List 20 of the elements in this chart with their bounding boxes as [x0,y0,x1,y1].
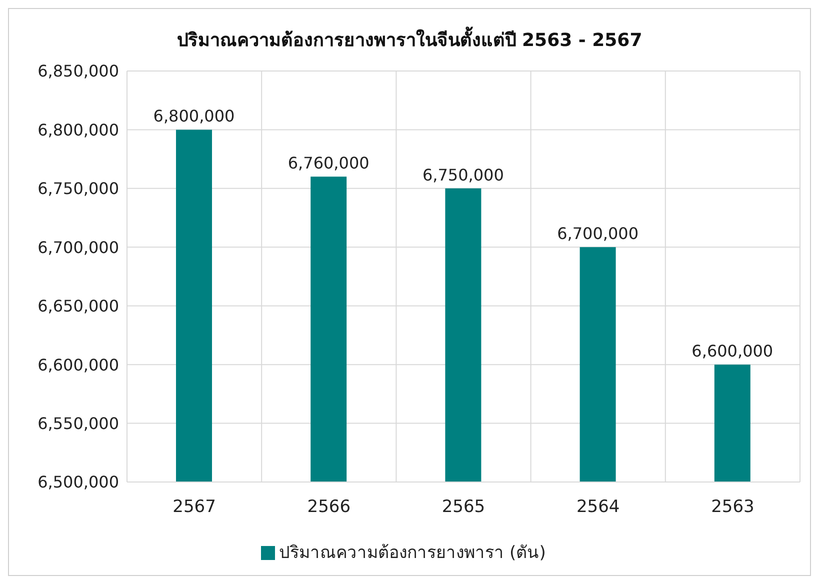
data-label: 6,760,000 [288,154,370,173]
data-label: 6,700,000 [557,224,639,244]
data-label: 6,800,000 [153,106,235,126]
x-tick-label: 2565 [442,497,486,518]
y-tick-label: 6,750,000 [38,179,119,198]
legend-label: ปริมาณความต้องการยางพารา (ตัน) [279,543,546,563]
y-tick-label: 6,800,000 [38,120,119,140]
y-tick-label: 6,500,000 [38,472,119,492]
x-tick-label: 2566 [307,497,351,518]
y-tick-label: 6,850,000 [38,62,119,81]
x-tick-label: 2563 [711,497,754,518]
x-tick-label: 2564 [576,497,620,518]
y-tick-label: 6,600,000 [38,355,119,374]
y-tick-label: 6,550,000 [38,414,119,433]
x-tick-label: 2567 [172,497,216,518]
data-label: 6,600,000 [692,342,774,361]
chart-title: ปริมาณความต้องการยางพาราในจีนตั้งแต่ปี 2563 - 2567 [176,26,644,53]
y-tick-label: 6,700,000 [38,238,119,257]
data-label: 6,750,000 [422,165,504,184]
y-tick-label: 6,650,000 [38,296,119,316]
